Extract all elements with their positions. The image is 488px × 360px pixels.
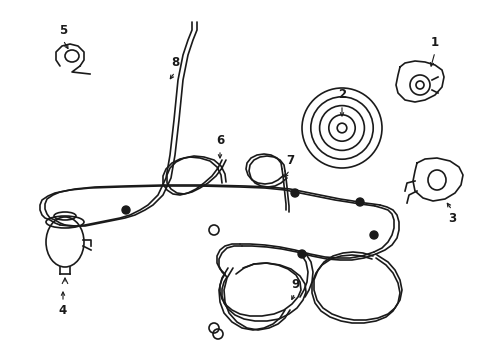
Circle shape (369, 231, 377, 239)
Text: 7: 7 (285, 153, 293, 166)
Text: 9: 9 (290, 279, 299, 292)
Circle shape (122, 206, 130, 214)
Circle shape (290, 189, 298, 197)
Circle shape (355, 198, 363, 206)
Text: 3: 3 (447, 211, 455, 225)
Text: 4: 4 (59, 303, 67, 316)
Text: 5: 5 (59, 23, 67, 36)
Text: 6: 6 (215, 134, 224, 147)
Text: 2: 2 (337, 89, 346, 102)
Text: 8: 8 (170, 55, 179, 68)
Text: 1: 1 (430, 36, 438, 49)
Circle shape (297, 250, 305, 258)
